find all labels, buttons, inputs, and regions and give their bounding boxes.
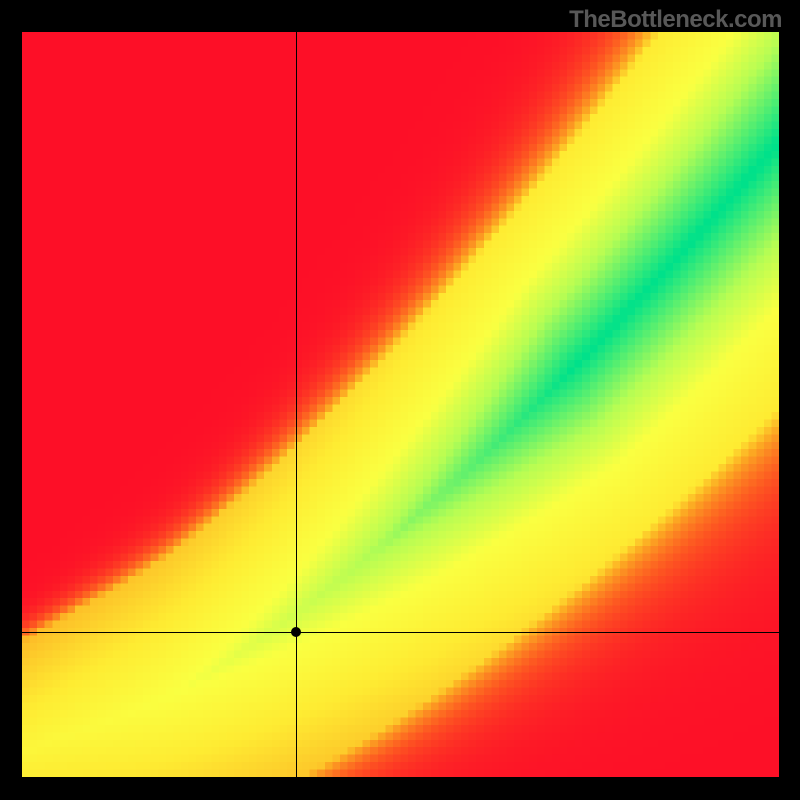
selection-marker <box>291 627 301 637</box>
crosshair-horizontal <box>22 632 779 633</box>
watermark-text: TheBottleneck.com <box>569 6 782 34</box>
crosshair-vertical <box>296 32 297 777</box>
bottleneck-heatmap <box>22 32 779 777</box>
chart-container: TheBottleneck.com <box>0 0 800 800</box>
